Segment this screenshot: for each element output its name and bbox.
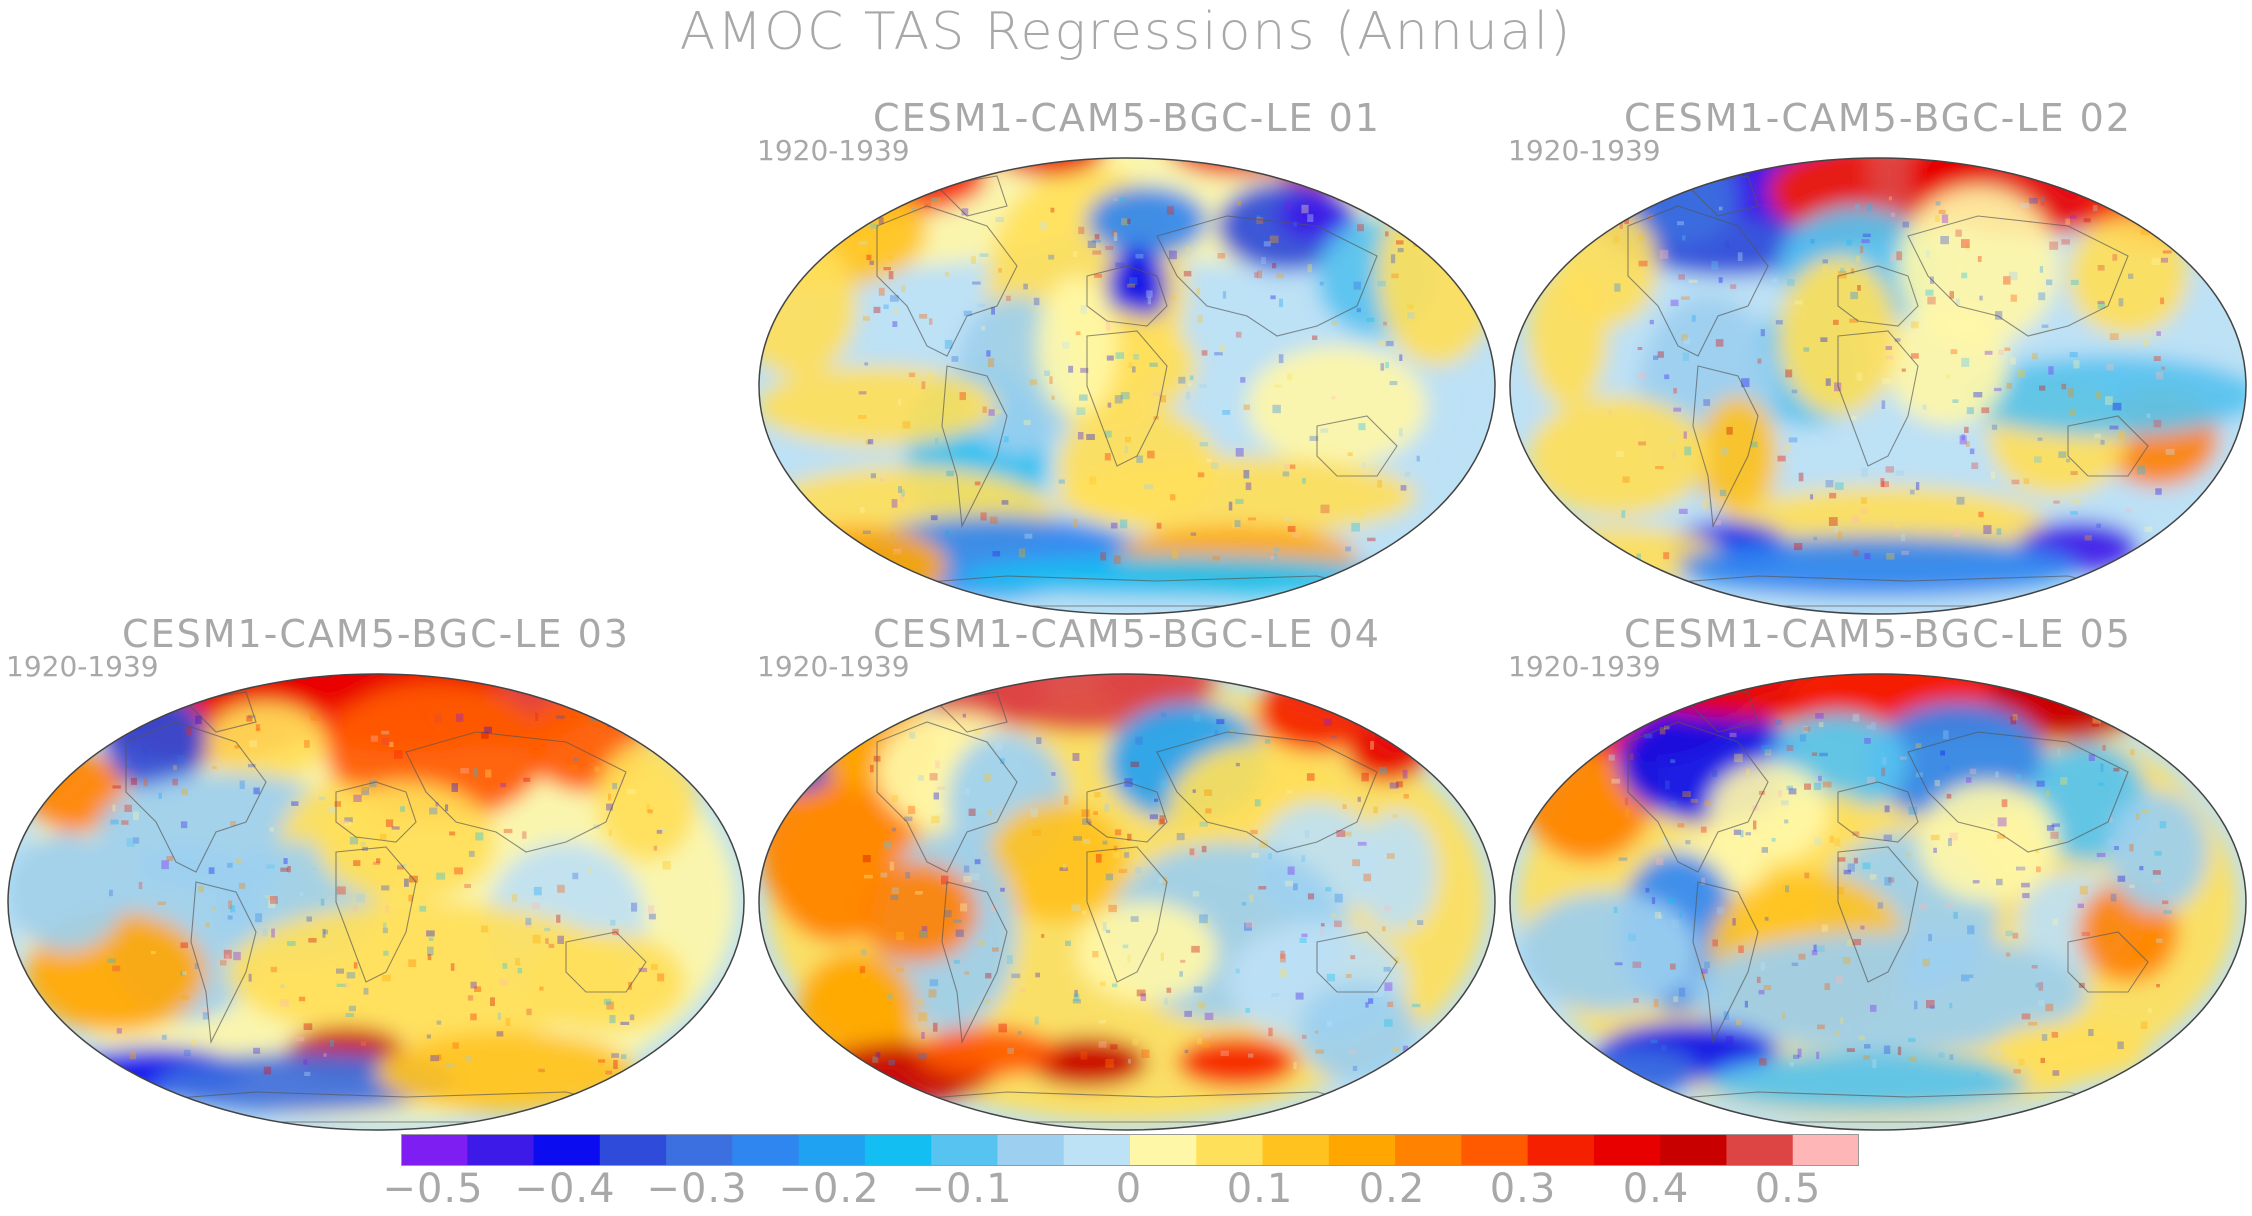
colorbar-swatch xyxy=(864,1134,932,1166)
colorbar-tick-label: 0.5 xyxy=(1754,1166,1822,1212)
coastline xyxy=(335,781,417,843)
colorbar-tick-label: 0.2 xyxy=(1358,1166,1426,1212)
figure-title: AMOC TAS Regressions (Annual) xyxy=(679,2,1573,62)
coastline xyxy=(1907,215,2129,337)
coastline xyxy=(1156,731,1378,853)
coastline xyxy=(1086,781,1168,843)
colorbar-tick-label: −0.3 xyxy=(646,1166,748,1212)
coastline xyxy=(876,205,1018,357)
colorbar-swatch xyxy=(997,1134,1065,1166)
panel-title: CESM1-CAM5-BGC-LE 05 xyxy=(1624,612,2132,656)
colorbar-swatch xyxy=(533,1134,601,1166)
coastline xyxy=(935,175,1008,217)
panel-title: CESM1-CAM5-BGC-LE 04 xyxy=(873,612,1381,656)
colorbar-swatch xyxy=(1328,1134,1396,1166)
coastline xyxy=(1692,365,1759,528)
colorbar-tick-label: −0.1 xyxy=(911,1166,1013,1212)
map-03 xyxy=(7,673,745,1131)
colorbar-swatch xyxy=(1593,1134,1661,1166)
colorbar-swatch xyxy=(467,1134,535,1166)
coastline xyxy=(335,846,417,983)
coastline xyxy=(1316,415,1398,477)
coastline xyxy=(405,731,627,853)
colorbar xyxy=(401,1134,1859,1166)
colorbar-swatch xyxy=(1196,1134,1264,1166)
colorbar-swatch xyxy=(1726,1134,1794,1166)
map-panel-05: CESM1-CAM5-BGC-LE 05 1920-1939 xyxy=(1508,612,2248,1132)
colorbar-swatch xyxy=(401,1134,468,1166)
map-panel-02: CESM1-CAM5-BGC-LE 02 1920-1939 xyxy=(1508,96,2248,616)
panel-title: CESM1-CAM5-BGC-LE 01 xyxy=(873,96,1381,140)
map-panel-04: CESM1-CAM5-BGC-LE 04 1920-1939 xyxy=(757,612,1497,1132)
panel-title: CESM1-CAM5-BGC-LE 03 xyxy=(122,612,630,656)
colorbar-swatch xyxy=(666,1134,733,1166)
colorbar-tick-label: −0.4 xyxy=(514,1166,616,1212)
coastline xyxy=(876,721,1018,873)
coastline xyxy=(565,931,647,993)
coastline xyxy=(1686,691,1759,733)
period-label: 1920-1939 xyxy=(6,650,159,683)
map-04 xyxy=(758,673,1496,1131)
coastline xyxy=(1627,721,1769,873)
colorbar-tick-label: 0.3 xyxy=(1489,1166,1557,1212)
coastline xyxy=(935,691,1008,733)
coastline xyxy=(1686,175,1759,217)
colorbar-tick-label: −0.5 xyxy=(382,1166,484,1212)
panel-title: CESM1-CAM5-BGC-LE 02 xyxy=(1624,96,2132,140)
colorbar-swatch xyxy=(1395,1134,1462,1166)
colorbar-swatch xyxy=(798,1134,866,1166)
coastline xyxy=(2067,931,2149,993)
coastline xyxy=(1907,731,2129,853)
colorbar-tick-labels: −0.5 −0.4 −0.3 −0.2 −0.1 0 0.1 0.2 0.3 0.4 0.5 xyxy=(0,1166,2252,1216)
coastline xyxy=(941,881,1008,1044)
coastline xyxy=(1156,215,1378,337)
coastline xyxy=(1837,846,1919,983)
coastline xyxy=(125,721,267,873)
coastline xyxy=(1692,881,1759,1044)
colorbar-swatch xyxy=(1660,1134,1728,1166)
map-02 xyxy=(1509,157,2247,615)
coastline xyxy=(941,365,1008,528)
colorbar-swatch xyxy=(931,1134,999,1166)
map-05 xyxy=(1509,673,2247,1131)
coastline xyxy=(1316,931,1398,993)
colorbar-tick-label: 0.4 xyxy=(1622,1166,1690,1212)
coastline xyxy=(1086,330,1168,467)
period-label: 1920-1939 xyxy=(1508,650,1661,683)
colorbar-swatch xyxy=(1461,1134,1529,1166)
colorbar-swatch xyxy=(599,1134,667,1166)
colorbar-swatch xyxy=(1527,1134,1595,1166)
period-label: 1920-1939 xyxy=(1508,134,1661,167)
map-panel-01: CESM1-CAM5-BGC-LE 01 1920-1939 xyxy=(757,96,1497,616)
coastline xyxy=(1837,265,1919,327)
colorbar-swatch xyxy=(1130,1134,1197,1166)
colorbar-tick-label: −0.2 xyxy=(778,1166,880,1212)
colorbar-tick-label: 0 xyxy=(1115,1166,1143,1212)
colorbar-swatch xyxy=(732,1134,800,1166)
period-label: 1920-1939 xyxy=(757,650,910,683)
colorbar-swatch xyxy=(1792,1134,1859,1166)
coastline xyxy=(1086,265,1168,327)
colorbar-tick-label: 0.1 xyxy=(1226,1166,1294,1212)
coastline xyxy=(1837,781,1919,843)
colorbar-swatch xyxy=(1262,1134,1330,1166)
coastline xyxy=(184,691,257,733)
coastline xyxy=(190,881,257,1044)
colorbar-swatch xyxy=(1063,1134,1131,1166)
map-01 xyxy=(758,157,1496,615)
coastline xyxy=(1627,205,1769,357)
period-label: 1920-1939 xyxy=(757,134,910,167)
coastline xyxy=(2067,415,2149,477)
map-panel-03: CESM1-CAM5-BGC-LE 03 1920-1939 xyxy=(6,612,746,1132)
coastline xyxy=(1837,330,1919,467)
coastline xyxy=(1086,846,1168,983)
